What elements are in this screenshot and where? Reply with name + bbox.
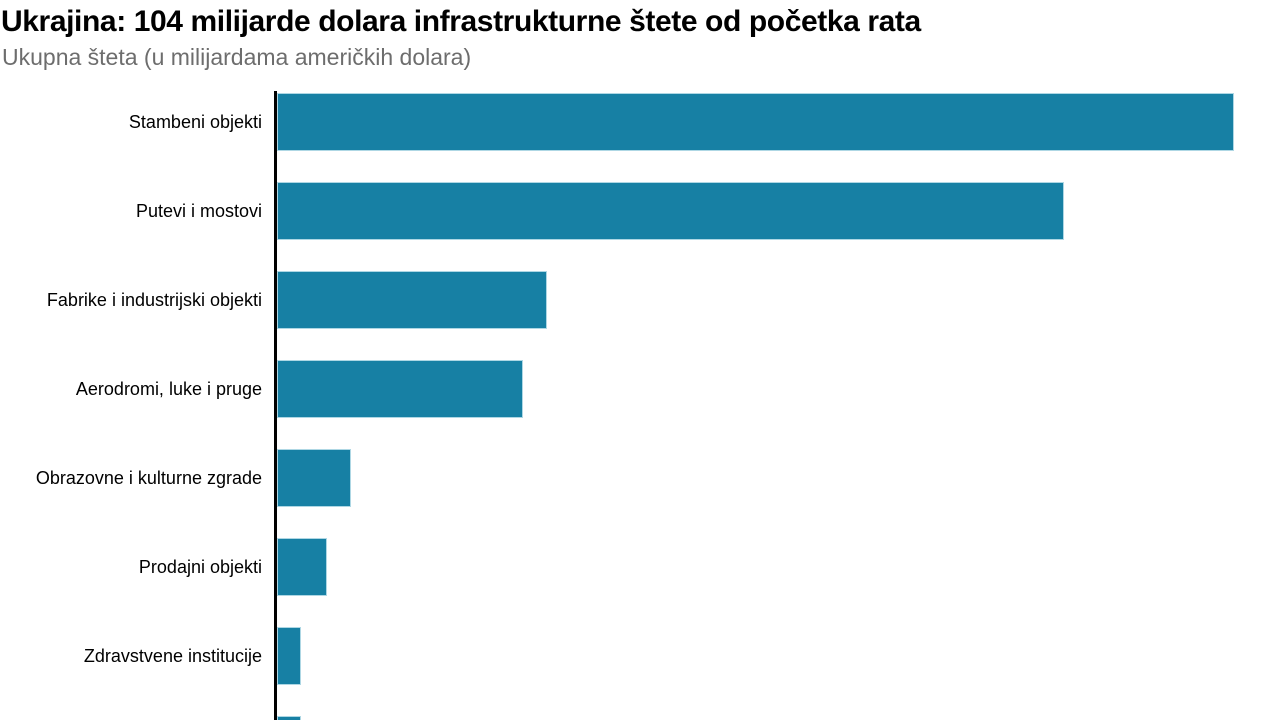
bar-row: Putevi i mostovi (0, 182, 1280, 240)
bar-row: Obrazovne i kulturne zgrade (0, 449, 1280, 507)
category-label (0, 716, 262, 720)
chart-subtitle: Ukupna šteta (u milijardama američkih do… (2, 44, 472, 70)
category-label: Fabrike i industrijski objekti (46, 290, 262, 310)
bar (277, 93, 1234, 151)
bar (277, 182, 1064, 240)
category-label: Stambeni objekti (128, 112, 262, 132)
bar (277, 360, 523, 418)
bar-row: Stambeni objekti (0, 93, 1280, 151)
category-label: Putevi i mostovi (135, 201, 262, 221)
bar-row: Fabrike i industrijski objekti (0, 271, 1280, 329)
bar (277, 716, 301, 720)
bar (277, 627, 301, 685)
bar (277, 449, 351, 507)
bar (277, 538, 327, 596)
y-axis-line (274, 91, 277, 720)
category-label: Prodajni objekti (138, 557, 262, 577)
bar (277, 271, 547, 329)
bar-row (0, 716, 1280, 720)
category-label: Zdravstvene institucije (83, 646, 262, 666)
bar-row: Zdravstvene institucije (0, 627, 1280, 685)
chart-title: Ukrajina: 104 milijarde dolara infrastru… (1, 5, 921, 38)
bar-row: Aerodromi, luke i pruge (0, 360, 1280, 418)
category-label: Aerodromi, luke i pruge (75, 379, 262, 399)
category-label: Obrazovne i kulturne zgrade (35, 468, 262, 488)
bar-row: Prodajni objekti (0, 538, 1280, 596)
